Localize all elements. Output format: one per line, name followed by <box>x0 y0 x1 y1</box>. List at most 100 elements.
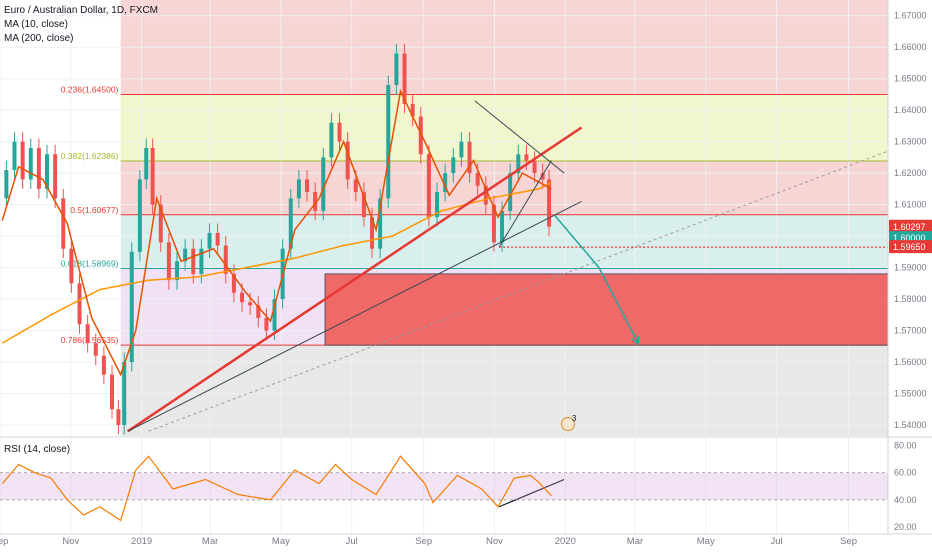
candle-body-47 <box>370 217 375 249</box>
time-tick-label-6: Sep <box>415 536 432 547</box>
candle-body-39 <box>305 179 310 193</box>
candle-body-10 <box>77 283 82 325</box>
fib-label-1: 0.382(1.62386) <box>61 151 119 161</box>
candle-body-61 <box>483 185 488 205</box>
price-tick-label-9: 1.63000 <box>894 137 927 147</box>
rsi-band <box>0 472 888 500</box>
rsi-tick-label-2: 60.00 <box>894 468 917 478</box>
candle-body-54 <box>426 154 431 218</box>
ma10-legend: MA (10, close) <box>4 19 68 30</box>
candle-body-13 <box>101 355 106 375</box>
candle-body-3 <box>20 141 25 180</box>
time-tick-label-8: 2020 <box>555 536 576 547</box>
price-tick-label-3: 1.57000 <box>894 326 927 336</box>
candle-body-2 <box>12 141 17 170</box>
candle-body-9 <box>69 248 74 284</box>
ma200-legend: MA (200, close) <box>4 33 74 44</box>
time-tick-label-3: Mar <box>202 536 218 547</box>
candle-body-51 <box>402 53 407 104</box>
candle-body-46 <box>361 192 366 218</box>
candle-body-7 <box>53 154 58 199</box>
candle-body-40 <box>313 192 318 211</box>
fib-zone-5 <box>120 345 889 436</box>
candle-body-43 <box>337 122 342 142</box>
time-tick-label-12: Sep <box>840 536 857 547</box>
candle-body-6 <box>45 154 50 189</box>
symbol-title: Euro / Australian Dollar, 1D, FXCM <box>4 5 158 16</box>
projection-arrow <box>554 215 640 345</box>
candle-body-68 <box>540 173 545 180</box>
candle-body-66 <box>524 154 529 161</box>
rsi-line <box>1 455 552 522</box>
candle-body-32 <box>248 302 253 306</box>
time-tick-label-2: 2019 <box>131 536 152 547</box>
time-tick-label-5: Jul <box>346 536 358 547</box>
fib-label-0: 0.236(1.64500) <box>61 84 119 94</box>
price-tick-label-7: 1.61000 <box>894 200 927 210</box>
candle-body-44 <box>345 141 350 180</box>
candle-body-38 <box>296 179 301 199</box>
candle-body-59 <box>467 141 472 174</box>
target-box <box>324 273 889 346</box>
price-tick-label-0: 1.54000 <box>894 420 927 430</box>
candle-body-18 <box>137 179 142 252</box>
candle-body-42 <box>329 122 334 158</box>
candle-body-69 <box>547 179 552 227</box>
price-tick-label-2: 1.56000 <box>894 357 927 367</box>
candle-body-63 <box>500 210 505 243</box>
candle-body-64 <box>508 173 513 211</box>
fib-label-4: 0.786(1.56535) <box>61 335 119 345</box>
candle-body-28 <box>215 232 220 246</box>
candle-body-33 <box>256 305 261 318</box>
price-tick-label-8: 1.62000 <box>894 168 927 178</box>
candle-body-20 <box>150 147 155 205</box>
candle-body-22 <box>166 242 171 281</box>
candle-body-25 <box>191 248 196 274</box>
candle-body-57 <box>451 157 456 174</box>
candle-body-49 <box>386 84 391 199</box>
candle-body-37 <box>288 198 293 249</box>
time-tick-label-4: May <box>272 536 290 547</box>
time-tick-label-11: Jul <box>770 536 782 547</box>
candle-body-23 <box>175 261 180 281</box>
price-tick-label-5: 1.59000 <box>894 263 927 273</box>
price-tick-label-10: 1.64000 <box>894 105 927 115</box>
candle-body-1 <box>4 169 9 199</box>
rsi-tick-label-0: 20.00 <box>894 522 917 532</box>
fib-label-3: 0.618(1.58969) <box>61 259 119 269</box>
candle-body-55 <box>435 192 440 218</box>
candle-body-67 <box>532 160 537 174</box>
secondary-uptrend-line <box>127 201 582 432</box>
event-marker[interactable]: 3 <box>561 414 577 431</box>
price-tag-bg-2 <box>889 240 932 254</box>
main-uptrend-line <box>126 126 583 433</box>
price-tag-label-1: 1.60000 <box>893 233 926 243</box>
candle-body-62 <box>491 204 496 243</box>
candle-body-19 <box>144 147 149 180</box>
event-count: 3 <box>572 414 577 423</box>
price-tag-bg-0 <box>889 219 932 233</box>
candle-body-17 <box>129 251 134 363</box>
triangle-lower-line <box>498 160 552 248</box>
price-tick-label-11: 1.65000 <box>894 74 927 84</box>
projection-arrowhead <box>631 335 640 346</box>
rsi-tick-label-3: 80.00 <box>894 440 917 450</box>
fib-label-2: 0.5(1.60677) <box>70 205 118 215</box>
candle-body-16 <box>122 362 127 425</box>
candle-body-48 <box>378 198 383 249</box>
price-tick-label-1: 1.55000 <box>894 389 927 399</box>
candle-body-24 <box>183 248 188 262</box>
candle-body-53 <box>418 116 423 155</box>
price-tick-label-12: 1.66000 <box>894 42 927 52</box>
candle-body-8 <box>61 198 66 249</box>
candle-body-34 <box>264 317 269 331</box>
candle-body-11 <box>85 324 90 344</box>
candle-body-12 <box>93 343 98 356</box>
candle-body-52 <box>410 103 415 117</box>
ma10-line <box>1 88 552 377</box>
candle-body-65 <box>516 154 521 174</box>
time-tick-label-0: Sep <box>0 536 8 547</box>
rsi-trend-line <box>498 478 565 508</box>
